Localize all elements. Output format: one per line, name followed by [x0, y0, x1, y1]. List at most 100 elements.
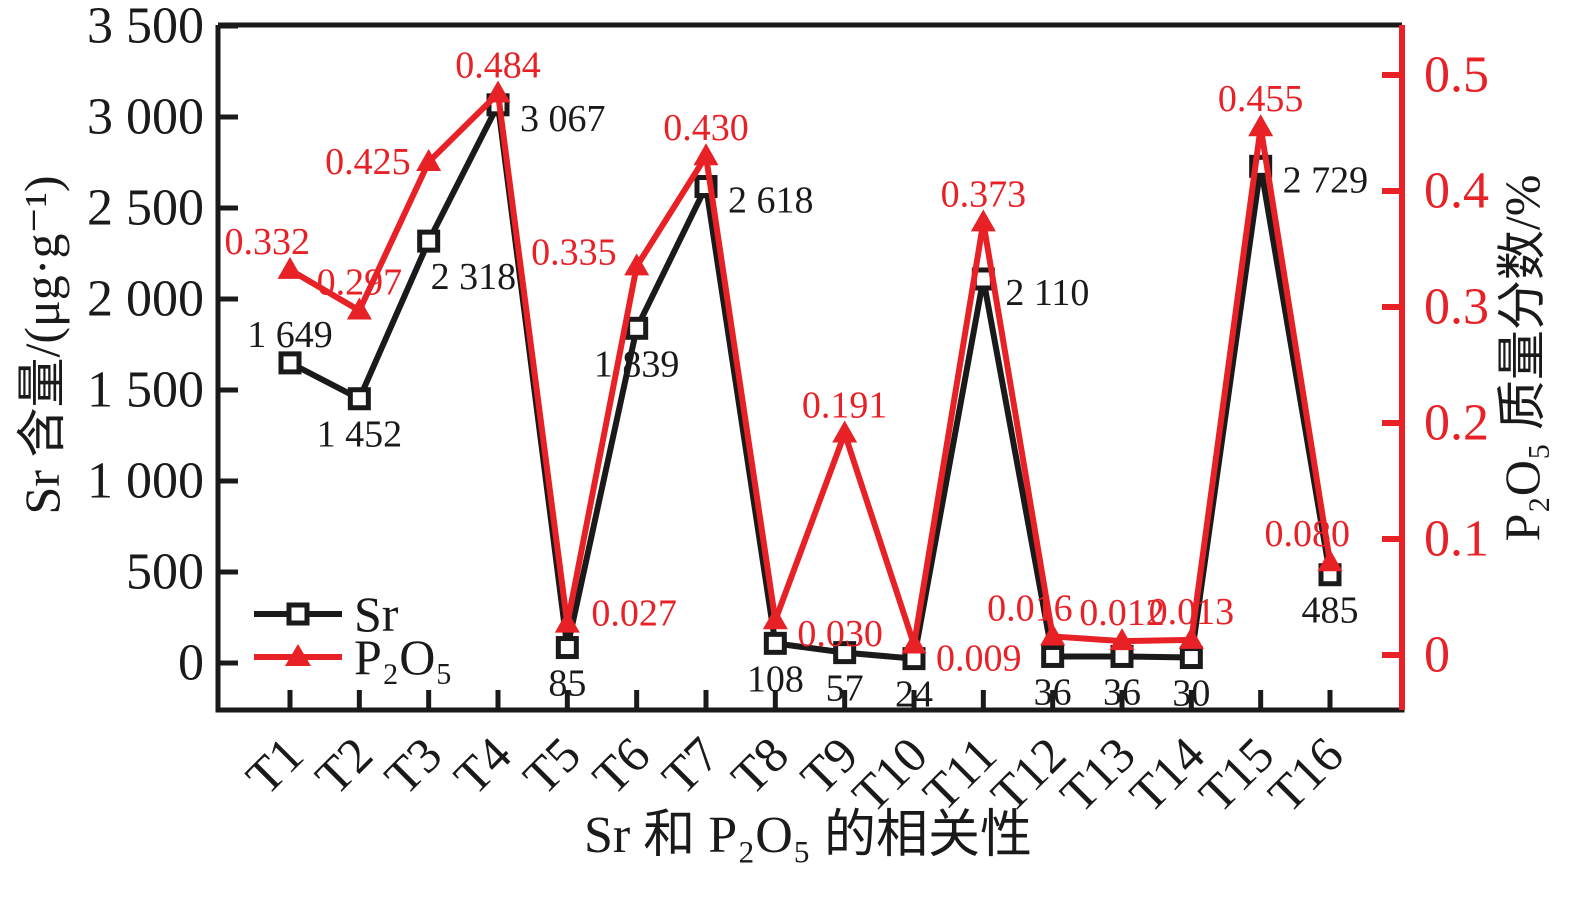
data-point-square-marker — [347, 387, 371, 411]
data-point-value-label: 0.430 — [663, 107, 749, 149]
data-point-value-label: 0.080 — [1265, 513, 1351, 555]
data-point-triangle-marker — [1040, 623, 1066, 646]
data-point-value-label: 2 110 — [1005, 272, 1089, 314]
x-axis-category-label: T5 — [512, 726, 591, 805]
x-axis-category-label: T7 — [651, 726, 730, 805]
left-axis-ticks: 0 500 1 000 1 500 2 000 2 500 3 000 3 500 — [87, 0, 238, 692]
data-point-value-label: 0.009 — [936, 638, 1022, 680]
data-point-value-label: 85 — [548, 663, 586, 705]
data-point-triangle-marker — [485, 80, 511, 103]
data-point-triangle-marker — [416, 149, 442, 171]
x-axis-title: Sr 和 P₂O₅ 的相关性 — [584, 807, 1032, 864]
data-point-square-marker — [1110, 644, 1134, 668]
data-point-value-label: 0.297 — [317, 261, 403, 303]
data-point-value-label: 108 — [747, 658, 804, 700]
left-axis-tick-label: 2 000 — [87, 271, 204, 328]
data-labels: 1 649 1 452 2 318 3 067 85 1 839 2 618 108 57 24 2… — [225, 45, 1369, 716]
x-axis-category-label: T8 — [720, 726, 799, 805]
data-point-value-label: 1 839 — [594, 343, 680, 385]
right-axis-ticks: 0 0.1 0.2 0.3 0.4 0.5 — [1382, 47, 1489, 684]
data-point-value-label: 30 — [1172, 673, 1210, 715]
right-axis-tick-label: 0.1 — [1424, 511, 1489, 568]
data-point-value-label: 0.373 — [941, 173, 1027, 215]
data-point-triangle-marker — [277, 256, 303, 279]
left-axis-tick-label: 3 000 — [87, 89, 204, 146]
data-point-value-label: 0.484 — [455, 45, 541, 87]
data-point-value-label: 2 318 — [431, 256, 516, 298]
data-point-value-label: 2 618 — [728, 180, 814, 222]
right-axis-tick-label: 0.2 — [1424, 395, 1489, 452]
data-point-value-label: 0.425 — [325, 141, 411, 183]
data-point-value-label: 0.030 — [797, 613, 883, 655]
data-point-value-label: 0.013 — [1149, 591, 1235, 633]
x-axis-category-label: T6 — [582, 726, 661, 805]
data-point-square-marker — [417, 229, 441, 253]
data-point-value-label: 485 — [1302, 590, 1359, 632]
right-axis-tick-label: 0.3 — [1424, 279, 1489, 336]
data-point-triangle-marker — [832, 420, 858, 443]
data-point-triangle-marker — [554, 610, 580, 633]
data-point-square-marker — [555, 636, 579, 660]
data-point-value-label: 57 — [826, 668, 864, 710]
x-axis-category-label: T4 — [443, 726, 522, 805]
legend-item-p2o5: P₂O₅ — [254, 629, 453, 685]
data-point-value-label: 0.332 — [225, 221, 311, 263]
data-point-triangle-marker — [1109, 628, 1135, 651]
legend-p2o5-triangle-icon — [285, 644, 311, 666]
data-point-value-label: 3 067 — [520, 98, 606, 140]
data-point-triangle-marker — [762, 607, 788, 630]
left-axis-tick-label: 1 500 — [87, 362, 204, 419]
series-p2o5 — [277, 80, 1343, 654]
data-point-triangle-marker — [1178, 626, 1204, 649]
legend-p2o5-label: P₂O₅ — [354, 629, 453, 685]
x-axis-category-label: T3 — [374, 726, 453, 805]
legend-item-sr: Sr — [254, 586, 399, 642]
x-axis-category-label: T1 — [235, 726, 314, 805]
x-axis-category-label: T16 — [1257, 726, 1354, 823]
data-point-value-label: 0.191 — [802, 384, 888, 426]
legend-sr-label: Sr — [354, 586, 399, 642]
data-point-square-marker — [625, 316, 649, 340]
left-axis-tick-label: 1 000 — [87, 453, 204, 510]
left-axis-tick-label: 500 — [126, 544, 204, 601]
data-point-triangle-marker — [970, 209, 996, 232]
data-point-triangle-marker — [901, 631, 927, 654]
data-point-value-label: 36 — [1103, 671, 1141, 713]
left-axis-title: Sr 含量/(μg·g⁻¹) — [14, 176, 70, 515]
right-axis-tick-label: 0 — [1424, 627, 1450, 684]
data-point-triangle-marker — [1317, 549, 1343, 572]
data-point-square-marker — [763, 631, 787, 655]
plot-frame — [215, 22, 1405, 713]
right-axis-tick-label: 0.4 — [1424, 163, 1489, 220]
data-point-square-marker — [1179, 646, 1203, 670]
legend-sr-square-icon — [286, 602, 310, 626]
right-axis-tick-label: 0.5 — [1424, 47, 1489, 104]
data-point-value-label: 0.016 — [987, 587, 1073, 629]
right-axis-title: P₂O₅ 质量分数/% — [1494, 175, 1550, 542]
legend: Sr P₂O₅ — [254, 586, 453, 685]
data-point-value-label: 1 452 — [317, 414, 403, 456]
data-point-value-label: 2 729 — [1283, 159, 1369, 201]
data-point-square-marker — [1041, 644, 1065, 668]
data-point-triangle-marker — [693, 143, 719, 166]
data-point-value-label: 0.455 — [1218, 78, 1304, 120]
data-point-square-marker — [833, 641, 857, 665]
x-axis-category-label: T2 — [304, 726, 383, 805]
data-point-value-label: 1 649 — [247, 314, 333, 356]
data-point-value-label: 0.027 — [591, 593, 677, 635]
left-axis-tick-label: 2 500 — [87, 180, 204, 237]
data-point-value-label: 36 — [1034, 671, 1072, 713]
series-line — [288, 101, 1333, 662]
series-line — [288, 90, 1333, 648]
data-point-value-label: 0.335 — [531, 231, 617, 273]
data-point-triangle-marker — [346, 297, 372, 320]
left-axis-tick-label: 0 — [178, 635, 204, 692]
data-point-triangle-marker — [624, 253, 650, 276]
data-point-value-label: 24 — [895, 674, 933, 716]
data-point-square-marker — [278, 351, 302, 375]
left-axis-tick-label: 3 500 — [87, 0, 204, 55]
series-group — [277, 80, 1343, 671]
data-point-triangle-marker — [1248, 114, 1274, 137]
